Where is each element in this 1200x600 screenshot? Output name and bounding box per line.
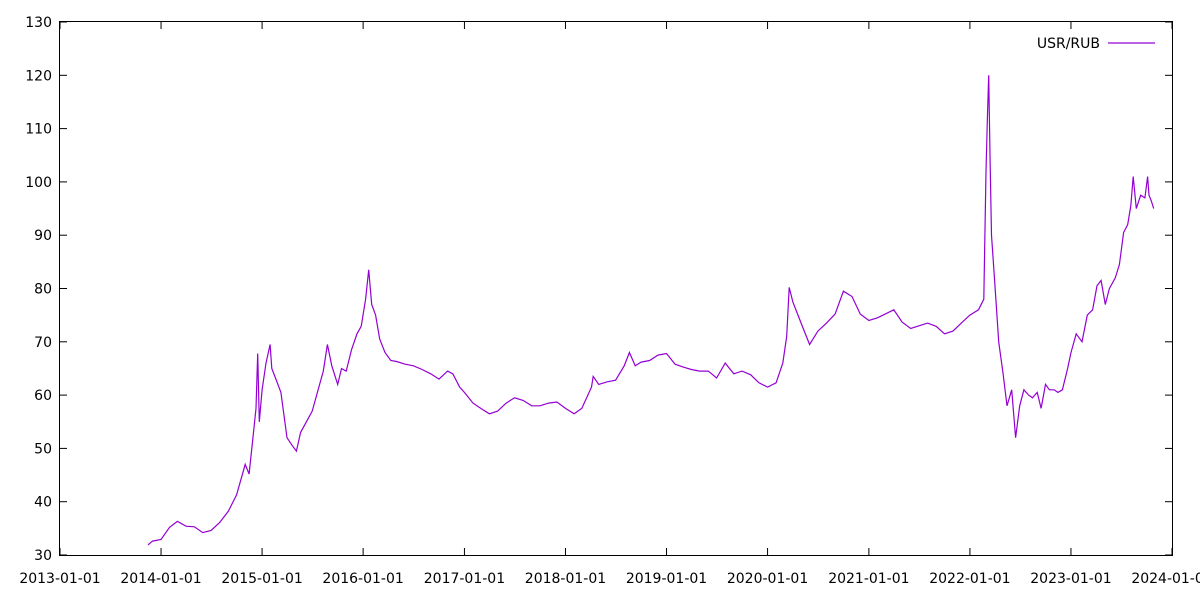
legend-label: USR/RUB bbox=[1037, 36, 1100, 52]
x-tick-label: 2020-01-01 bbox=[727, 571, 808, 587]
y-tick-label: 100 bbox=[25, 175, 52, 191]
plot-frame bbox=[59, 21, 1173, 556]
x-tick-label: 2018-01-01 bbox=[525, 571, 606, 587]
y-tick-label: 130 bbox=[25, 15, 52, 31]
y-tick-label: 40 bbox=[34, 495, 52, 511]
y-tick-label: 60 bbox=[34, 388, 52, 404]
x-tick-label: 2014-01-01 bbox=[120, 571, 201, 587]
y-tick-label: 50 bbox=[34, 441, 52, 457]
x-tick-label: 2023-01-01 bbox=[1030, 571, 1111, 587]
y-tick-label: 70 bbox=[34, 335, 52, 351]
x-tick-label: 2024-01-01 bbox=[1131, 571, 1200, 587]
x-tick-label: 2013-01-01 bbox=[19, 571, 100, 587]
y-tick-label: 110 bbox=[25, 122, 52, 138]
x-tick-label: 2019-01-01 bbox=[626, 571, 707, 587]
series-line-usr-rub bbox=[147, 75, 1155, 546]
x-tick-label: 2016-01-01 bbox=[322, 571, 403, 587]
x-tick-label: 2015-01-01 bbox=[221, 571, 302, 587]
legend: USR/RUB bbox=[1037, 36, 1155, 52]
x-tick-label: 2022-01-01 bbox=[929, 571, 1010, 587]
x-axis: 2013-01-01 2014-01-01 2015-01-01 2016-01-01… bbox=[19, 22, 1200, 587]
y-tick-label: 80 bbox=[34, 282, 52, 298]
y-axis: 30 40 50 60 70 80 90 100 110 120 130 bbox=[25, 15, 1172, 564]
x-tick-label: 2017-01-01 bbox=[424, 571, 505, 587]
y-tick-label: 120 bbox=[25, 68, 52, 84]
y-tick-label: 30 bbox=[34, 548, 52, 564]
x-tick-label: 2021-01-01 bbox=[828, 571, 909, 587]
y-tick-label: 90 bbox=[34, 228, 52, 244]
